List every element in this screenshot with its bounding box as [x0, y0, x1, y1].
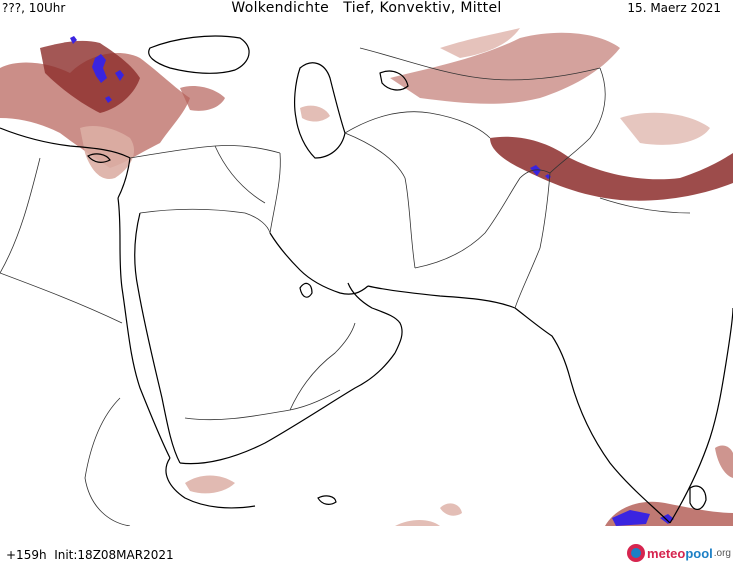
border-turkmenistan [344, 111, 491, 139]
coastline-layer [0, 35, 733, 524]
coastline-socotra [317, 495, 337, 505]
cloud-area-east-india [715, 445, 733, 478]
cloud-area-kazakh [440, 28, 520, 58]
cloud-area-indian-ocean-west [395, 520, 440, 526]
border-syria-iraq [214, 145, 266, 204]
coastline-caspian [294, 62, 346, 159]
border-layer [0, 47, 691, 526]
coastline-turkey-south [0, 127, 131, 159]
cloud-area-tibet [620, 112, 710, 145]
border-iraq-iran [269, 152, 281, 234]
coastline-aral [379, 70, 409, 91]
cloud-area-turkey [0, 53, 190, 168]
cloud-area-iran-north [300, 105, 330, 122]
forecast-time-label: ???, 10Uhr [2, 1, 66, 15]
coastline-oman [347, 282, 403, 354]
coastline-black-sea [148, 35, 250, 74]
coastline-levant [117, 157, 131, 199]
border-nepal-india [599, 197, 691, 214]
cloud-area-arabian-sea [440, 503, 462, 516]
border-africa-west [0, 157, 41, 274]
border-afghanistan-pakistan [414, 169, 551, 269]
cloud-layer [0, 28, 733, 526]
cloud-area-aden [185, 475, 235, 494]
logo-text-tld: .org [713, 547, 731, 559]
border-saudi-yemen [184, 389, 341, 421]
coastline-somalia [165, 457, 256, 509]
cloud-area-caucasus [180, 86, 225, 111]
border-pakistan-india [514, 172, 551, 309]
coastline-sri-lanka [689, 485, 707, 510]
logo-text-meteo: meteo [647, 545, 686, 561]
border-china-west [549, 67, 606, 174]
border-kazakh-south [359, 47, 601, 81]
cloud-area-turkey-core [40, 40, 140, 113]
border-africa-egypt-sudan [0, 272, 123, 324]
cloud-dense-anatolia [92, 54, 107, 83]
map-title: Wolkendichte Tief, Konvektiv, Mittel [231, 0, 502, 16]
border-ethiopia [84, 397, 131, 526]
coastline-persian-gulf [269, 232, 369, 295]
border-saudi-oman [289, 322, 356, 411]
forecast-date: 15. Maerz 2021 [627, 1, 721, 15]
border-turkey-syria [129, 145, 281, 159]
coastline-cyprus [87, 153, 111, 163]
forecast-run-info: +159h Init:18Z08MAR2021 [6, 548, 174, 562]
coastline-red-sea-west [117, 197, 171, 459]
coastline-india-west [514, 307, 671, 524]
coastline-arabia-south [179, 352, 396, 465]
coastline-qatar [299, 282, 313, 298]
cloud-area-central-asia [390, 32, 620, 104]
cloud-area-himalaya [490, 136, 733, 201]
coastline-red-sea-east [134, 212, 181, 464]
cloud-density-map [0, 28, 733, 526]
coastline-india-east [669, 307, 733, 524]
cloud-area-levant [80, 126, 135, 179]
cloud-dense-sri-lanka [612, 510, 674, 526]
meteopool-logo[interactable]: meteo pool .org [627, 542, 731, 564]
logo-text-pool: pool [685, 545, 713, 561]
cloud-dense-himalaya [530, 165, 551, 179]
coastline-iran-south [367, 285, 516, 309]
border-saudi-north [139, 208, 271, 234]
meteopool-logo-icon [627, 544, 646, 562]
border-iran-afghanistan [344, 132, 416, 269]
